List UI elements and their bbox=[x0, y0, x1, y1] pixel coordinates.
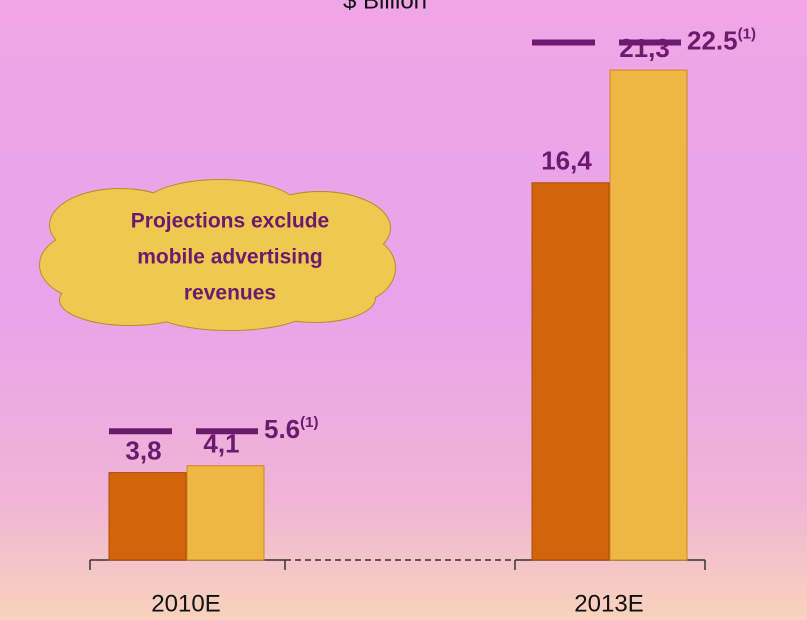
total-value: 5.6 bbox=[264, 414, 300, 444]
value-label: 3,8 bbox=[125, 435, 161, 465]
x-tick-label: 2013E bbox=[574, 590, 643, 617]
footnote-marker: (1) bbox=[738, 25, 756, 42]
annotation-text: Projections exclude bbox=[131, 210, 329, 233]
x-tick-label: 2010E bbox=[151, 590, 220, 617]
total-value: 22.5 bbox=[687, 25, 738, 55]
bar bbox=[610, 70, 687, 560]
bar bbox=[109, 473, 186, 560]
annotation-text: mobile advertising bbox=[137, 246, 323, 269]
value-label: 16,4 bbox=[541, 146, 592, 176]
footnote-marker: (1) bbox=[300, 414, 318, 431]
annotation-text: revenues bbox=[184, 282, 276, 305]
chart-title: $ Billion bbox=[343, 0, 427, 14]
bar bbox=[187, 466, 264, 560]
bar bbox=[532, 183, 609, 560]
value-label: 21,3 bbox=[619, 33, 670, 63]
chart: $ Billion Proj bbox=[0, 0, 807, 620]
